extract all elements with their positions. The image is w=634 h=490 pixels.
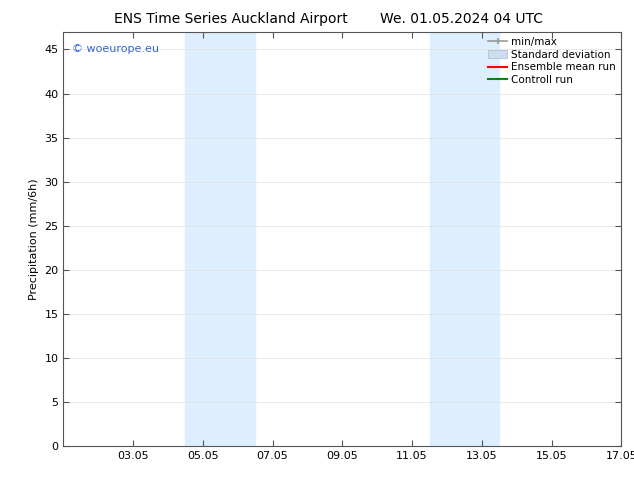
Y-axis label: Precipitation (mm/6h): Precipitation (mm/6h)	[29, 178, 39, 300]
Text: We. 01.05.2024 04 UTC: We. 01.05.2024 04 UTC	[380, 12, 543, 26]
Bar	[185, 32, 255, 446]
Bar	[429, 32, 500, 446]
Text: ENS Time Series Auckland Airport: ENS Time Series Auckland Airport	[114, 12, 348, 26]
Text: © woeurope.eu: © woeurope.eu	[72, 44, 158, 54]
Legend: min/max, Standard deviation, Ensemble mean run, Controll run: min/max, Standard deviation, Ensemble me…	[486, 35, 618, 87]
